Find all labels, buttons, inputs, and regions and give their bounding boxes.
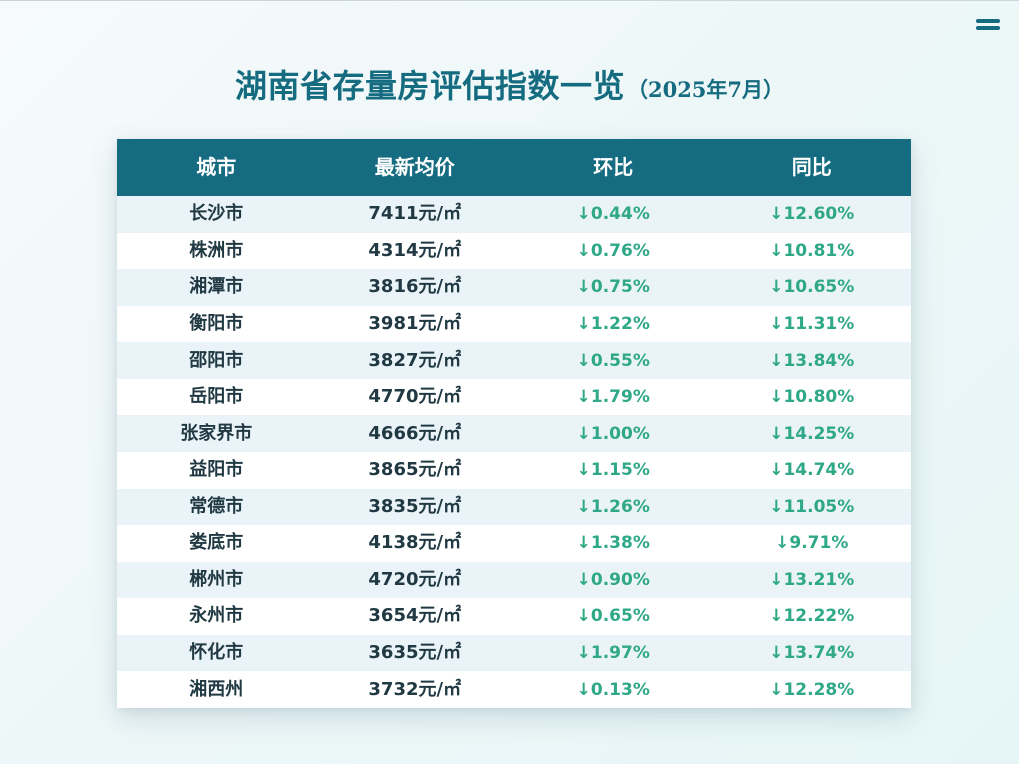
header-city: 城市 bbox=[196, 155, 237, 179]
page-title-date: （2025年7月） bbox=[626, 77, 785, 102]
mom-cell: ↓1.26% bbox=[576, 496, 650, 517]
table-row: 郴州市 4720元/㎡ ↓0.90% ↓13.21% bbox=[117, 561, 911, 599]
price-index-table-card: 城市 最新均价 环比 同比 长沙市 7411元/㎡ ↓0.44% ↓12.60%… bbox=[117, 139, 911, 708]
yoy-cell: ↓12.28% bbox=[769, 679, 855, 700]
mom-cell: ↓0.65% bbox=[576, 606, 650, 627]
price-cell: 3732元/㎡ bbox=[368, 678, 462, 700]
yoy-cell: ↓14.74% bbox=[769, 460, 855, 481]
price-cell: 4666元/㎡ bbox=[368, 422, 462, 444]
menu-button[interactable] bbox=[974, 16, 1002, 36]
yoy-cell: ↓10.80% bbox=[769, 387, 855, 408]
price-cell: 4770元/㎡ bbox=[368, 386, 462, 408]
yoy-cell: ↓10.65% bbox=[769, 277, 855, 298]
table-row: 永州市 3654元/㎡ ↓0.65% ↓12.22% bbox=[117, 598, 911, 635]
mom-cell: ↓0.13% bbox=[576, 679, 650, 700]
price-cell: 3635元/㎡ bbox=[368, 642, 462, 664]
mom-cell: ↓0.55% bbox=[576, 350, 650, 371]
top-border bbox=[0, 0, 1019, 1]
mom-cell: ↓0.44% bbox=[576, 204, 650, 225]
menu-icon-bottom-bar bbox=[976, 26, 1000, 30]
yoy-cell: ↓13.21% bbox=[769, 569, 855, 590]
table-row: 张家界市 4666元/㎡ ↓1.00% ↓14.25% bbox=[117, 415, 911, 452]
city-cell: 永州市 bbox=[189, 605, 244, 627]
header-mom: 环比 bbox=[593, 155, 634, 179]
mom-cell: ↓0.76% bbox=[576, 240, 650, 261]
mom-cell: ↓1.38% bbox=[576, 533, 650, 554]
yoy-cell: ↓13.84% bbox=[769, 350, 855, 371]
city-cell: 益阳市 bbox=[189, 459, 244, 481]
price-cell: 7411元/㎡ bbox=[368, 203, 462, 225]
table-row: 湘潭市 3816元/㎡ ↓0.75% ↓10.65% bbox=[117, 269, 911, 306]
city-cell: 常德市 bbox=[189, 495, 244, 517]
table-row: 娄底市 4138元/㎡ ↓1.38% ↓9.71% bbox=[117, 525, 911, 562]
mom-cell: ↓1.97% bbox=[576, 643, 650, 664]
table-body: 长沙市 7411元/㎡ ↓0.44% ↓12.60% 株洲市 4314元/㎡ ↓… bbox=[117, 196, 911, 708]
mom-cell: ↓1.00% bbox=[576, 423, 650, 444]
city-cell: 株洲市 bbox=[189, 239, 244, 261]
header-price: 最新均价 bbox=[374, 155, 455, 179]
price-cell: 3981元/㎡ bbox=[368, 312, 462, 334]
city-cell: 长沙市 bbox=[189, 203, 244, 225]
table-row: 长沙市 7411元/㎡ ↓0.44% ↓12.60% bbox=[117, 196, 911, 233]
mom-cell: ↓0.75% bbox=[576, 277, 650, 298]
city-cell: 娄底市 bbox=[189, 532, 244, 554]
page-title-wrap: 湖南省存量房评估指数一览（2025年7月） bbox=[0, 64, 1019, 110]
price-cell: 3865元/㎡ bbox=[368, 459, 462, 481]
price-cell: 3827元/㎡ bbox=[368, 349, 462, 371]
city-cell: 张家界市 bbox=[180, 422, 253, 444]
price-cell: 4138元/㎡ bbox=[368, 532, 462, 554]
yoy-cell: ↓13.74% bbox=[769, 643, 855, 664]
city-cell: 怀化市 bbox=[189, 642, 244, 664]
price-cell: 3816元/㎡ bbox=[368, 276, 462, 298]
table-row: 常德市 3835元/㎡ ↓1.26% ↓11.05% bbox=[117, 488, 911, 526]
yoy-cell: ↓10.81% bbox=[769, 240, 855, 261]
table-row: 岳阳市 4770元/㎡ ↓1.79% ↓10.80% bbox=[117, 378, 911, 416]
price-cell: 3835元/㎡ bbox=[368, 495, 462, 517]
mom-cell: ↓0.90% bbox=[576, 569, 650, 590]
table-header: 城市 最新均价 环比 同比 bbox=[117, 139, 911, 196]
menu-icon-top-bar bbox=[976, 19, 1000, 23]
yoy-cell: ↓11.05% bbox=[769, 496, 855, 517]
table-header-row: 城市 最新均价 环比 同比 bbox=[117, 139, 911, 196]
mom-cell: ↓1.22% bbox=[576, 313, 650, 334]
table-row: 株洲市 4314元/㎡ ↓0.76% ↓10.81% bbox=[117, 232, 911, 270]
table-row: 邵阳市 3827元/㎡ ↓0.55% ↓13.84% bbox=[117, 342, 911, 379]
yoy-cell: ↓11.31% bbox=[769, 313, 855, 334]
mom-cell: ↓1.15% bbox=[576, 460, 650, 481]
page-title: 湖南省存量房评估指数一览 bbox=[234, 67, 625, 105]
city-cell: 湘西州 bbox=[189, 678, 244, 700]
city-cell: 湘潭市 bbox=[189, 276, 244, 298]
table-row: 湘西州 3732元/㎡ ↓0.13% ↓12.28% bbox=[117, 671, 911, 708]
city-cell: 邵阳市 bbox=[189, 349, 244, 371]
table-row: 衡阳市 3981元/㎡ ↓1.22% ↓11.31% bbox=[117, 305, 911, 343]
table-row: 益阳市 3865元/㎡ ↓1.15% ↓14.74% bbox=[117, 451, 911, 489]
city-cell: 岳阳市 bbox=[189, 386, 244, 408]
city-cell: 衡阳市 bbox=[189, 312, 244, 334]
mom-cell: ↓1.79% bbox=[576, 387, 650, 408]
yoy-cell: ↓9.71% bbox=[775, 533, 849, 554]
price-cell: 4314元/㎡ bbox=[368, 239, 462, 261]
yoy-cell: ↓14.25% bbox=[769, 423, 855, 444]
price-index-table: 城市 最新均价 环比 同比 长沙市 7411元/㎡ ↓0.44% ↓12.60%… bbox=[117, 139, 911, 708]
yoy-cell: ↓12.22% bbox=[769, 606, 855, 627]
price-cell: 3654元/㎡ bbox=[368, 605, 462, 627]
header-yoy: 同比 bbox=[791, 155, 832, 179]
city-cell: 郴州市 bbox=[189, 568, 244, 590]
yoy-cell: ↓12.60% bbox=[769, 204, 855, 225]
table-row: 怀化市 3635元/㎡ ↓1.97% ↓13.74% bbox=[117, 634, 911, 672]
price-cell: 4720元/㎡ bbox=[368, 568, 462, 590]
